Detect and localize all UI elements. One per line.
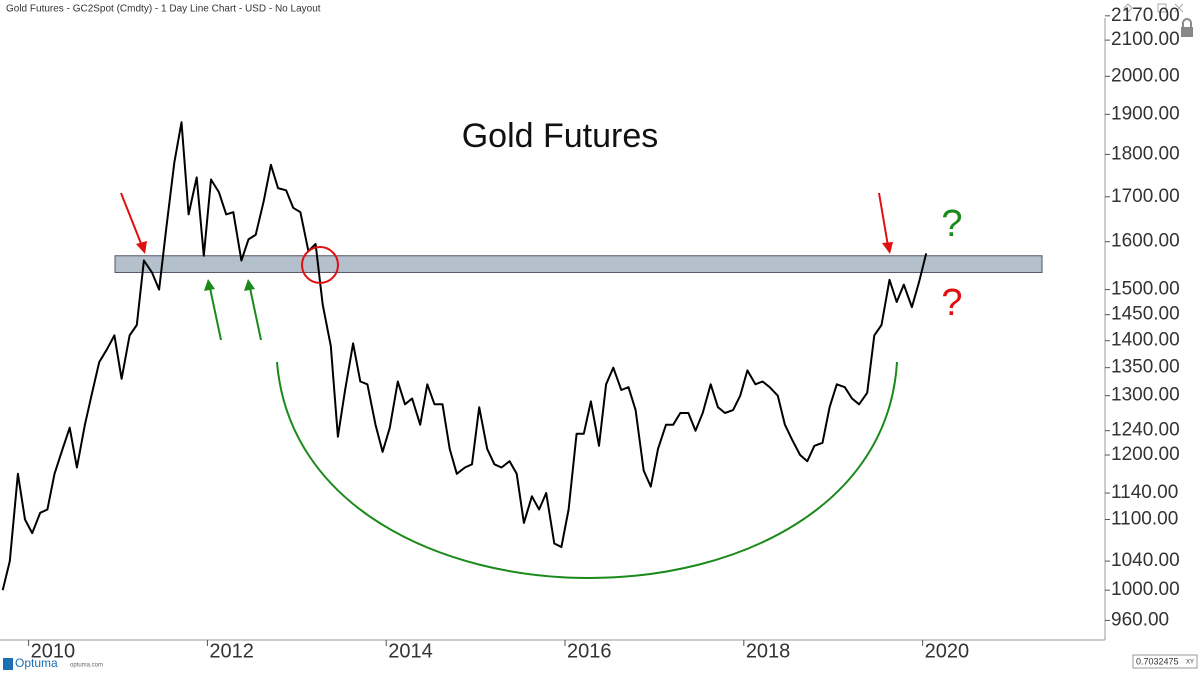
annotation: ?: [941, 282, 962, 324]
x-tick-label: 2016: [567, 640, 612, 662]
header-icons: [1123, 3, 1193, 37]
y-tick-label: 1200.00: [1111, 444, 1180, 465]
y-tick-label: 1240.00: [1111, 420, 1180, 441]
readout: 0.7032475: [1136, 656, 1179, 666]
arrow-head: [244, 279, 255, 291]
readout-mode: XY: [1186, 660, 1194, 666]
icon[interactable]: [1174, 3, 1184, 13]
arrow: [209, 287, 222, 341]
circle-marker: [301, 246, 339, 284]
y-tick-label: 1900.00: [1111, 103, 1180, 124]
y-tick-label: 1140.00: [1111, 482, 1178, 503]
y-tick-label: 2170.00: [1111, 5, 1180, 26]
y-tick-label: 1450.00: [1111, 304, 1180, 325]
y-tick-label: 1700.00: [1111, 186, 1180, 207]
arrow-head: [882, 242, 893, 254]
y-tick-label: 1300.00: [1111, 385, 1180, 406]
lock-icon: [1182, 18, 1192, 27]
x-tick-label: 2018: [746, 640, 791, 662]
y-tick-label: 1600.00: [1111, 231, 1180, 252]
arrow-head: [204, 279, 215, 291]
y-tick-label: 2100.00: [1111, 29, 1180, 50]
x-tick-label: 2012: [209, 640, 254, 662]
y-tick-label: 960.00: [1111, 609, 1169, 630]
arrow: [120, 192, 143, 247]
y-tick-label: 1000.00: [1111, 579, 1180, 600]
y-tick-label: 1100.00: [1111, 509, 1178, 530]
price-line: [1, 121, 928, 591]
x-tick-label: 2010: [31, 640, 76, 662]
y-tick-label: 1040.00: [1111, 550, 1180, 571]
arrow: [249, 287, 262, 341]
logo-text: Optuma: [15, 656, 58, 670]
plot-area: [1, 121, 1043, 591]
resistance-zone: [114, 255, 1043, 273]
icon[interactable]: [1157, 3, 1167, 13]
y-tick-label: 2000.00: [1111, 65, 1180, 86]
annotations: [120, 192, 898, 579]
header-text: Gold Futures - GC2Spot (Cmdty) - 1 Day L…: [6, 4, 321, 15]
logo-box: [0, 655, 66, 672]
y-tick-label: 1500.00: [1111, 279, 1180, 300]
rounding-arc: [276, 361, 898, 579]
logo-mark: [3, 658, 13, 670]
x-tick-label: 2020: [925, 640, 970, 662]
header-bar: [0, 0, 1200, 18]
icon[interactable]: [1123, 3, 1133, 13]
x-tick-label: 2014: [388, 640, 433, 662]
site-text: optuma.com: [70, 663, 103, 669]
arrow: [878, 192, 889, 247]
chart-title: Gold Futures: [462, 117, 659, 155]
annotation: ?: [941, 203, 962, 245]
lock-icon[interactable]: [1181, 27, 1193, 37]
arrow-head: [136, 241, 147, 254]
y-tick-label: 1400.00: [1111, 330, 1180, 351]
y-tick-label: 1800.00: [1111, 143, 1180, 164]
y-tick-label: 1350.00: [1111, 357, 1180, 378]
readout-box: [1132, 654, 1198, 669]
